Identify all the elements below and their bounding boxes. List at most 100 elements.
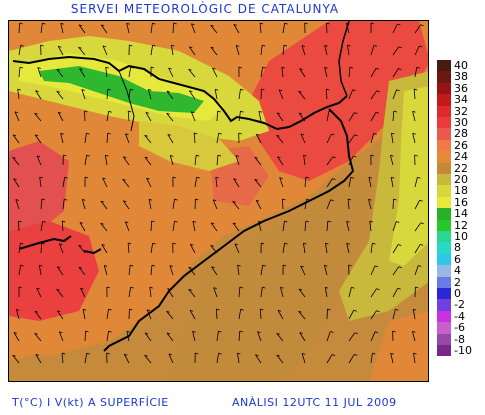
wind-barb-flag xyxy=(148,198,153,201)
wind-barb-flag xyxy=(166,332,171,335)
wind-barb xyxy=(146,177,152,188)
wind-barb xyxy=(122,179,130,188)
wind-barb-flag xyxy=(190,243,194,246)
legend-label: -8 xyxy=(454,332,465,346)
wind-barb-flag xyxy=(152,44,156,47)
wind-barb xyxy=(278,89,284,100)
wind-barb-flag xyxy=(372,352,376,355)
wind-barb xyxy=(100,24,108,34)
wind-barb xyxy=(348,155,354,166)
wind-barb xyxy=(413,88,416,100)
wind-barb-flag xyxy=(210,24,214,27)
wind-barb xyxy=(40,198,43,210)
wind-barb xyxy=(102,177,108,188)
wind-barb-flag xyxy=(188,266,192,269)
wind-barb-flag xyxy=(277,156,281,159)
wind-barb-flag xyxy=(218,330,222,333)
legend-label: 18 xyxy=(454,184,468,198)
wind-barb-flag xyxy=(126,22,130,25)
wind-barb xyxy=(57,46,64,56)
wind-barb xyxy=(13,332,20,342)
wind-barb-flag xyxy=(331,133,335,136)
legend-swatch xyxy=(437,196,451,209)
wind-barb-flag xyxy=(210,46,215,49)
wind-barb-flag xyxy=(283,44,288,47)
wind-barb-flag xyxy=(102,45,107,48)
legend-label: -6 xyxy=(454,321,465,335)
wind-barb xyxy=(40,221,44,232)
legend-label: 16 xyxy=(454,195,468,209)
wind-barb xyxy=(346,221,350,232)
wind-barb xyxy=(370,243,373,254)
footer-variable: T(°C) I V(kt) A SUPERFÍCIE xyxy=(12,396,169,409)
wind-barb xyxy=(348,310,355,320)
wind-barb-flag xyxy=(173,22,177,25)
wind-barb xyxy=(168,353,174,364)
wind-barb xyxy=(276,112,284,122)
wind-barb-flag xyxy=(350,176,354,179)
wind-barb xyxy=(210,245,218,254)
wind-barb xyxy=(124,221,130,232)
wind-barb xyxy=(62,177,66,188)
wind-barb xyxy=(257,331,262,342)
wind-barb-flag xyxy=(299,68,303,70)
wind-barb xyxy=(254,178,262,188)
wind-barb-flag xyxy=(420,24,424,27)
wind-barb-flag xyxy=(353,155,357,158)
wind-barb-flag xyxy=(64,198,68,201)
legend-label: 28 xyxy=(454,127,468,141)
wind-barb xyxy=(40,242,43,254)
wind-barb-flag xyxy=(213,287,217,289)
wind-barb-flag xyxy=(417,176,421,179)
wind-barb xyxy=(78,24,86,34)
wind-barb-flag xyxy=(122,178,126,181)
wind-barb-flag xyxy=(416,66,420,69)
wind-barb xyxy=(412,111,416,122)
wind-barb-flag xyxy=(390,154,394,157)
wind-barb xyxy=(188,69,196,78)
wind-barb xyxy=(79,222,86,232)
wind-barb-flag xyxy=(327,220,331,223)
wind-barb xyxy=(106,88,109,100)
wind-barb xyxy=(100,223,108,232)
wind-barb xyxy=(259,22,262,34)
wind-barb-flag xyxy=(212,199,217,202)
wind-barb xyxy=(61,352,64,364)
legend-swatch xyxy=(437,117,451,129)
wind-barb-flag xyxy=(374,331,379,334)
wind-barb xyxy=(60,23,64,34)
wind-barb xyxy=(144,156,152,166)
wind-barb xyxy=(62,199,65,210)
wind-barb-flag xyxy=(189,90,193,93)
wind-barb xyxy=(234,243,240,254)
wind-barb xyxy=(325,88,328,100)
wind-barb-flag xyxy=(398,46,402,49)
wind-barb xyxy=(84,353,88,364)
wind-barb-flag xyxy=(354,112,358,114)
coastline xyxy=(103,108,355,352)
wind-barb-flag xyxy=(152,242,156,245)
wind-barb-flag xyxy=(348,264,352,267)
wind-barb-flag xyxy=(299,332,303,334)
legend-swatch xyxy=(437,231,451,243)
wind-barb xyxy=(370,331,376,342)
legend-label: -4 xyxy=(454,309,465,323)
wind-barb xyxy=(255,354,262,364)
wind-barb-flag xyxy=(189,309,194,312)
legend-swatch xyxy=(437,208,451,220)
wind-barb xyxy=(190,111,196,122)
wind-barb-flag xyxy=(277,309,282,312)
wind-barb xyxy=(35,354,42,364)
wind-barb-flag xyxy=(40,44,44,47)
wind-barb xyxy=(213,287,218,298)
wind-barb-flag xyxy=(413,352,417,355)
wind-barb-flag xyxy=(39,264,43,267)
wind-barb-flag xyxy=(15,199,19,201)
wind-barb-flag xyxy=(281,66,285,69)
wind-barb xyxy=(216,155,219,166)
wind-barb xyxy=(102,45,108,56)
wind-barb-flag xyxy=(188,68,192,71)
wind-barb-flag xyxy=(325,242,329,245)
wind-barb xyxy=(78,266,86,276)
legend-label: -2 xyxy=(454,298,465,312)
